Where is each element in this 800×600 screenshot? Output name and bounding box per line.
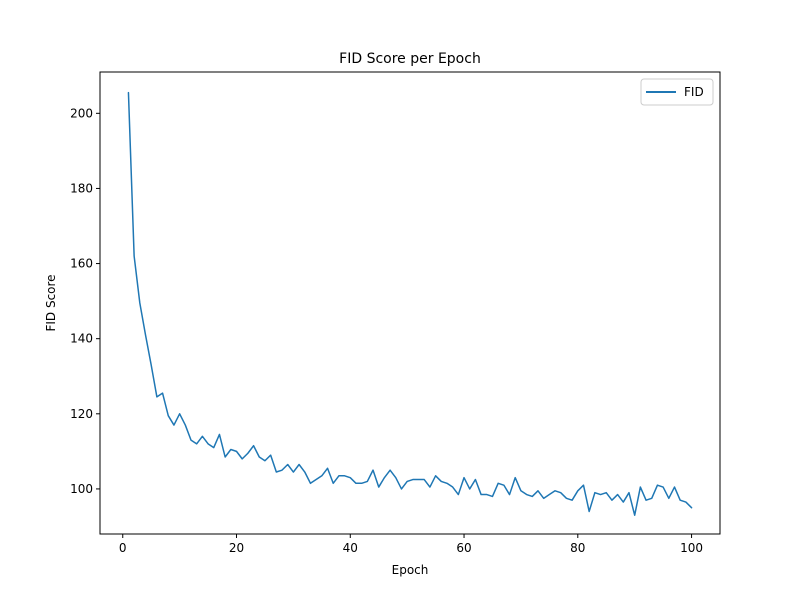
legend: FID xyxy=(640,78,714,106)
plot-area xyxy=(99,71,721,535)
y-axis-label: FID Score xyxy=(44,274,58,331)
legend-label-fid: FID xyxy=(684,85,704,99)
y-tick-label: 180 xyxy=(70,181,93,195)
x-tick-label: 0 xyxy=(119,541,127,555)
x-tick-label: 40 xyxy=(343,541,358,555)
y-tick-label: 140 xyxy=(70,332,93,346)
y-tick-label: 200 xyxy=(70,106,93,120)
x-tick-label: 100 xyxy=(680,541,703,555)
legend-box xyxy=(640,78,714,106)
x-tick-label: 80 xyxy=(570,541,585,555)
y-tick-label: 160 xyxy=(70,257,93,271)
x-axis: 0 20 40 60 80 100 xyxy=(119,534,703,555)
y-tick-label: 120 xyxy=(70,407,93,421)
x-tick-label: 20 xyxy=(229,541,244,555)
series-layer xyxy=(127,91,693,516)
chart-title: FID Score per Epoch xyxy=(339,51,481,67)
series-line-fid xyxy=(127,91,693,516)
x-tick-label: 60 xyxy=(456,541,471,555)
x-axis-label: Epoch xyxy=(392,563,429,577)
y-axis: 100 120 140 160 180 200 xyxy=(70,106,100,496)
y-tick-label: 100 xyxy=(70,482,93,496)
